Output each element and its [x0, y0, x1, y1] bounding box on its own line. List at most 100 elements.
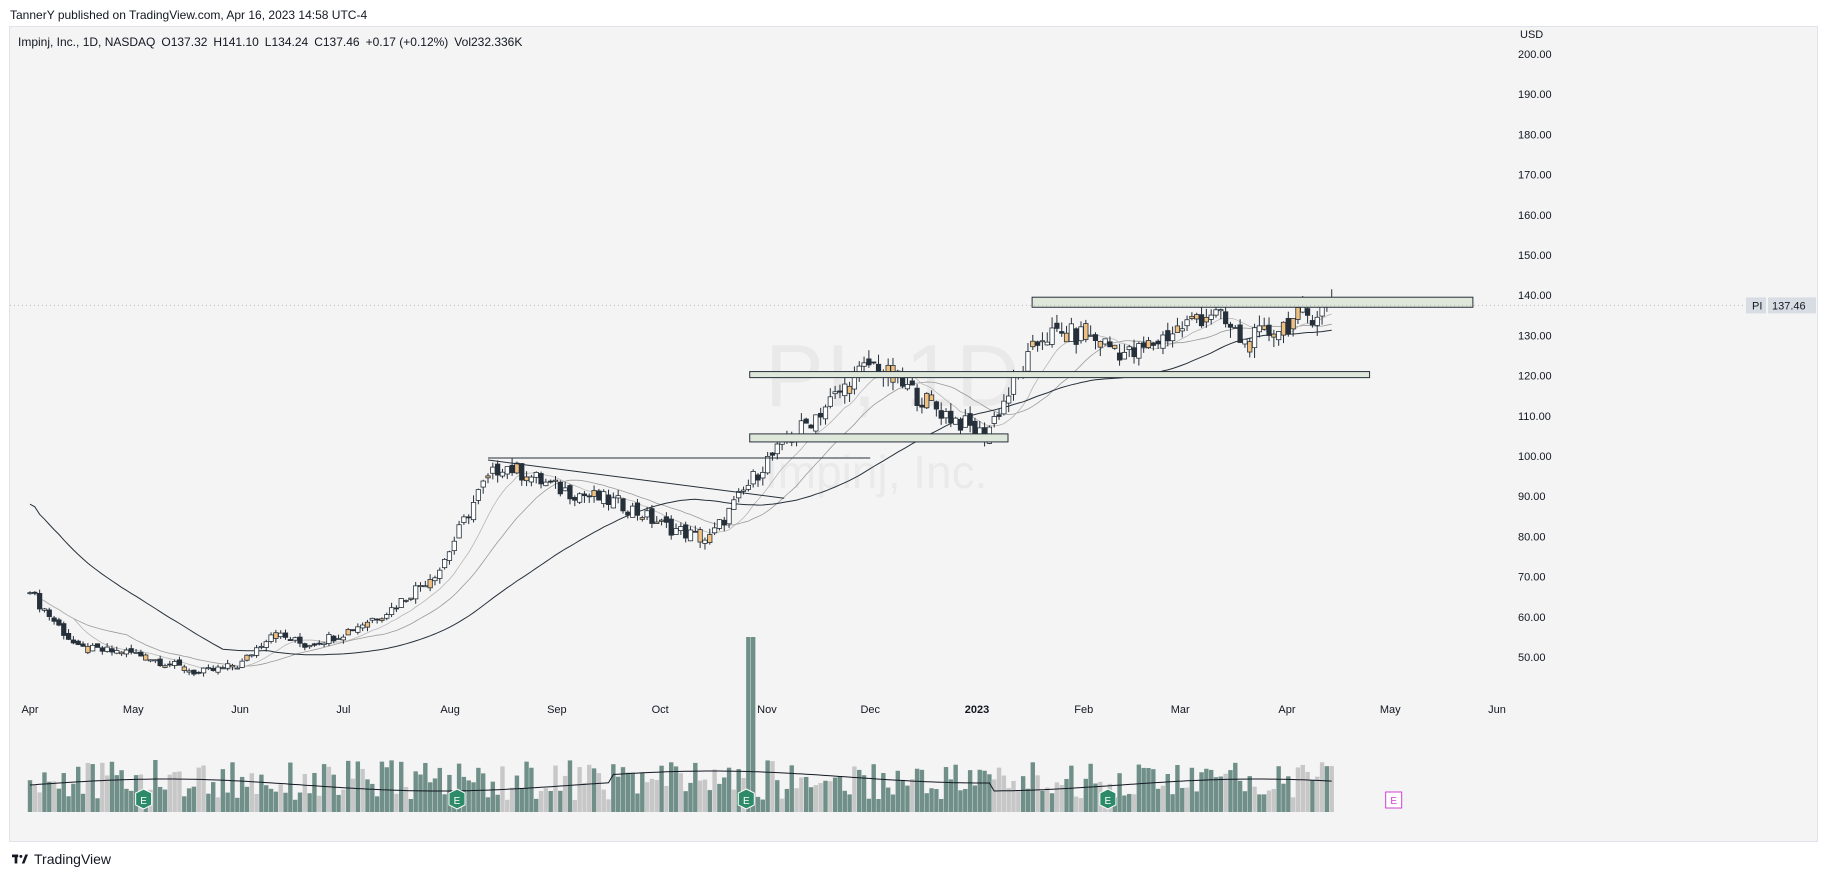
volume-bar — [312, 772, 317, 812]
candle-body — [1251, 327, 1258, 349]
candle-body — [827, 396, 833, 407]
volume-bar — [929, 788, 934, 812]
candle-body — [1035, 341, 1041, 346]
volume-bar — [524, 761, 529, 812]
symbol-name[interactable]: Impinj, Inc., 1D, NASDAQ — [18, 35, 156, 49]
candle-body — [268, 634, 274, 642]
candle-body — [56, 619, 62, 626]
volume-bar — [283, 792, 288, 812]
volume-bar — [1315, 776, 1320, 812]
candle-body — [909, 380, 915, 386]
candle-body — [697, 529, 703, 543]
volume-bar — [866, 798, 872, 812]
tradingview-brand[interactable]: TradingView — [34, 851, 112, 867]
volume-bar — [302, 773, 308, 812]
candle-body — [924, 392, 930, 409]
candle-body — [654, 521, 660, 524]
volume-bar — [881, 772, 886, 812]
volume-bar — [51, 781, 57, 812]
candle-body — [1266, 324, 1272, 336]
volume-bar — [259, 774, 264, 812]
volume-bar — [485, 797, 491, 812]
volume-bar — [317, 795, 322, 812]
candle-body — [678, 526, 684, 531]
candle-body — [1126, 346, 1132, 351]
candle-body — [649, 508, 655, 524]
candle-body — [716, 519, 723, 529]
earnings-marker-icon[interactable]: E — [448, 788, 466, 810]
candle-body — [1150, 342, 1156, 346]
volume-bar — [890, 794, 896, 812]
earnings-marker-hex — [1099, 788, 1117, 810]
legend-change: +0.17 (+0.12%) — [365, 35, 449, 49]
volume-bar — [76, 766, 81, 812]
candle-body — [740, 489, 747, 492]
candle-body — [745, 484, 751, 490]
candle-body — [326, 633, 332, 644]
volume-bar — [215, 797, 221, 812]
x-tick-label: Aug — [440, 704, 460, 716]
volume-bar — [755, 796, 761, 812]
candle-body — [258, 645, 265, 648]
candle-body — [1194, 314, 1200, 320]
volume-bar — [664, 785, 669, 812]
volume-bar — [852, 766, 857, 812]
candle-body — [557, 481, 563, 495]
candle-body — [1247, 341, 1253, 353]
candle-body — [292, 637, 298, 641]
candle-body — [350, 629, 356, 632]
volume-bar — [1257, 794, 1262, 812]
volume-bar — [722, 777, 727, 812]
candle-body — [253, 647, 260, 656]
volume-bar — [635, 793, 640, 812]
volume-bar — [1218, 776, 1224, 812]
volume-bar — [480, 773, 486, 812]
volume-bar — [124, 788, 129, 812]
volume-bar — [1175, 764, 1180, 812]
volume-bar — [254, 793, 259, 812]
volume-bar — [365, 779, 370, 812]
candle-body — [687, 529, 694, 542]
volume-bar — [784, 788, 790, 812]
earnings-marker-icon[interactable]: E — [1099, 788, 1117, 810]
candle-body — [1165, 330, 1171, 342]
volume-bar — [606, 799, 611, 812]
volume-bar — [1127, 793, 1132, 812]
candle-body — [65, 632, 72, 640]
candle-body — [808, 424, 814, 429]
candle-body — [861, 362, 867, 367]
volume-bar — [548, 791, 553, 812]
y-tick-label: 150.00 — [1518, 250, 1552, 262]
candle-body — [297, 636, 303, 644]
volume-bar — [963, 788, 968, 812]
candle-body — [32, 591, 38, 594]
volume-bar — [1180, 787, 1185, 812]
volume-bar — [1049, 793, 1055, 812]
candle-body — [1319, 305, 1325, 317]
candle-body — [437, 569, 443, 579]
volume-bar — [1160, 785, 1166, 812]
earnings-marker-icon[interactable]: E — [135, 788, 153, 810]
volume-bar — [104, 775, 110, 812]
volume-bar — [770, 761, 775, 812]
volume-bar — [1073, 796, 1079, 812]
earnings-marker-icon[interactable]: E — [1385, 791, 1403, 809]
candle-body — [1145, 340, 1152, 349]
volume-bar — [938, 798, 944, 812]
candle-body — [1170, 333, 1176, 342]
volume-bar — [823, 780, 828, 812]
candle-body — [514, 462, 520, 474]
volume-bar — [673, 766, 679, 812]
volume-bar — [1025, 788, 1031, 812]
candle-body — [128, 648, 134, 653]
volume-bar — [1271, 788, 1277, 812]
candle-body — [379, 618, 385, 621]
volume-bar — [196, 767, 201, 812]
candle-body — [427, 579, 433, 589]
watermark-company: Impinj, Inc. — [765, 446, 988, 498]
volume-bar — [649, 778, 655, 812]
earnings-marker-icon[interactable]: E — [737, 788, 755, 810]
price-tag-value: 137.46 — [1772, 300, 1806, 312]
volume-bar — [919, 769, 925, 812]
